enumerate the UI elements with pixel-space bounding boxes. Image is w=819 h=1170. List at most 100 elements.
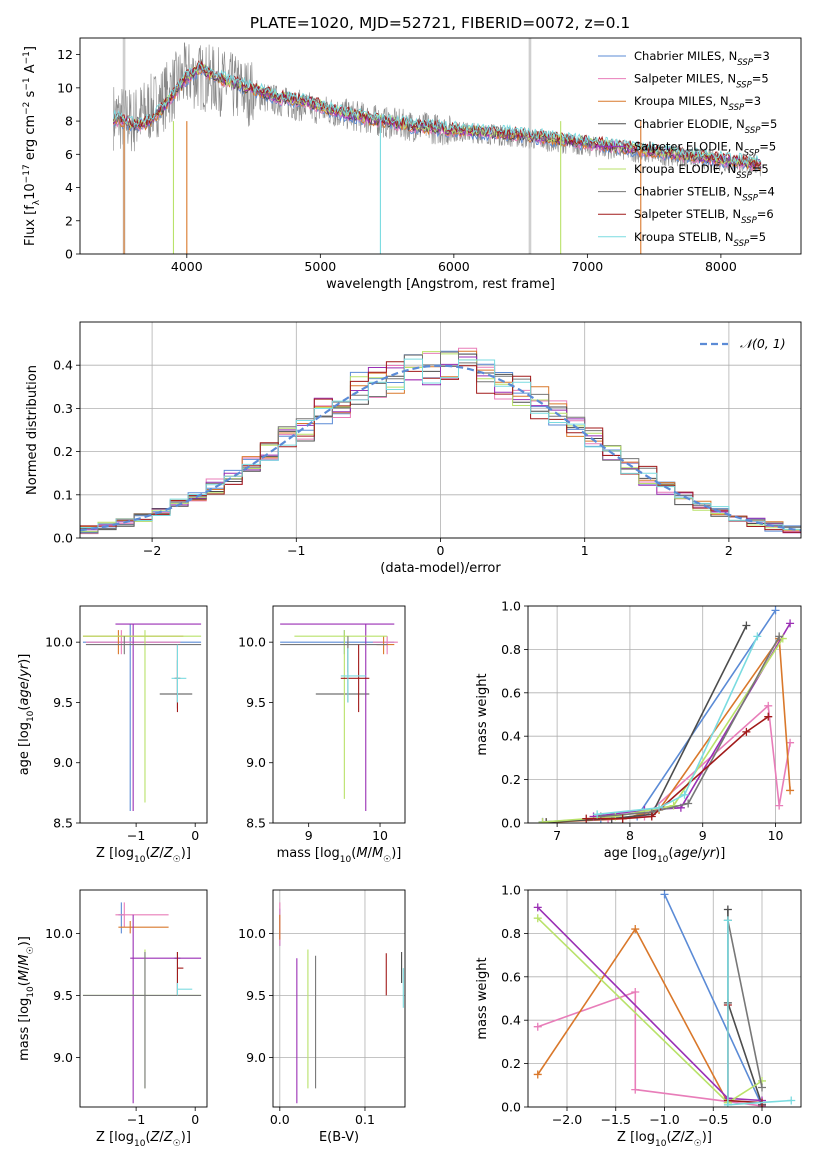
label-part: yr (17, 662, 32, 678)
x-axis-label: age [log10(age/yr)] (604, 846, 726, 865)
legend-entry: Salpeter STELIB, NSSP=6 (634, 207, 774, 226)
legend-text: Chabrier ELODIE, N (634, 117, 745, 131)
y-tick-label: 0.4 (501, 1013, 521, 1028)
label-part: mass weight (475, 673, 490, 755)
legend-eq: =5 (760, 117, 777, 131)
label-part: ☉ (26, 946, 36, 954)
legend-sub: SSP (741, 216, 757, 226)
legend-sub: SSP (734, 239, 750, 249)
massweight-vs-metallicity-chart: −2.0 −1.5 −1.0 −0.5 0.0 0.0 0.2 0.4 0.6 0.8 1.0 Z [… (475, 883, 802, 1149)
label-part: M (372, 846, 383, 861)
y-tick-label: 9.5 (53, 695, 73, 710)
label-part: / (159, 846, 164, 861)
histogram-step-9 (80, 358, 801, 530)
x-tick-label: 0 (191, 828, 199, 843)
label-part: / (17, 965, 32, 970)
series-marker (618, 814, 627, 823)
y-tick-label: 8.5 (53, 816, 73, 831)
x-tick-label: −2.0 (552, 1112, 582, 1127)
label-part: ☉ (694, 1139, 702, 1149)
label-part: ☉ (383, 855, 391, 865)
plot-area (538, 606, 795, 823)
y-tick-label: 0.8 (501, 642, 521, 657)
label-part: Z [log (96, 1130, 134, 1145)
label-part: Z (163, 846, 174, 861)
x-tick-label: 9 (699, 828, 707, 843)
legend-eq: =3 (744, 94, 761, 108)
y-tick-label: 0.2 (501, 772, 521, 787)
plot-area (80, 347, 801, 535)
y-tick-label: 0.0 (53, 531, 73, 546)
label-part: / (680, 1130, 685, 1145)
label-part: (data-model)/error (380, 561, 501, 576)
y-axis-label: Flux [fλ10−17 erg cm−2 s−1 A−1] (22, 46, 42, 246)
series-marker (723, 916, 732, 925)
label-part: mass [log (277, 846, 340, 861)
legend-sub: SSP (742, 194, 758, 204)
model-flux-line-9 (112, 61, 762, 165)
y-tick-label: 12 (57, 47, 73, 62)
label-part: ☉ (173, 855, 181, 865)
y-tick-label: 10.0 (238, 926, 266, 941)
label-part: age (17, 681, 32, 705)
y-tick-label: 9.5 (246, 988, 266, 1003)
legend-text: Kroupa MILES, N (634, 94, 729, 108)
series-marker (758, 1083, 766, 1092)
label-part: 10 (340, 855, 352, 865)
normal-curve (80, 364, 801, 532)
series-marker (593, 810, 602, 819)
label-part: Z [log (96, 846, 134, 861)
model-flux-line-6 (113, 62, 762, 168)
series-marker (771, 606, 780, 615)
y-tick-label: 9.0 (53, 755, 73, 770)
figure-title: PLATE=1020, MJD=52721, FIBERID=0072, z=0… (250, 14, 631, 32)
legend-text: Chabrier STELIB, N (634, 185, 742, 199)
legend-sub: SSP (736, 81, 752, 91)
label-part: / (159, 1130, 164, 1145)
label-part: )] (17, 936, 32, 946)
age-vs-metallicity-chart: −1 08.59.09.510.0Z [log10(Z/Z☉)]age [log1… (17, 605, 208, 865)
label-part: )] (17, 654, 32, 664)
legend-text: Chabrier MILES, N (634, 49, 737, 63)
x-tick-label: 0.0 (752, 1112, 772, 1127)
y-tick-label: 0.4 (501, 729, 521, 744)
y-tick-label: 10.0 (45, 635, 73, 650)
series-marker (538, 818, 547, 823)
y-tick-label: 9.0 (53, 1050, 73, 1065)
label-part: wavelength [Angstrom, rest frame] (326, 277, 555, 292)
plot-area (82, 623, 202, 811)
y-tick-label: 4 (65, 180, 73, 195)
legend-eq: =5 (749, 230, 766, 244)
series-line-9 (597, 636, 759, 816)
label-part: age [log (17, 722, 32, 775)
axes-frame (272, 605, 406, 824)
series-marker (533, 903, 542, 912)
legend-entry: Kroupa STELIB, NSSP=5 (634, 230, 766, 249)
label-part: erg cm (23, 115, 38, 164)
x-axis-label: E(B-V) (319, 1130, 359, 1145)
x-axis-label: mass [log10(M/M☉)] (277, 846, 402, 865)
legend-entry: 𝒩(0, 1) (740, 336, 786, 351)
series-marker (680, 790, 689, 799)
label-part: M (356, 846, 367, 861)
plot-area (112, 38, 762, 254)
mass-vs-metallicity-chart: −1 09.09.510.0Z [log10(Z/Z☉)]mass [log10(… (17, 889, 208, 1149)
y-tick-label: 9.5 (246, 695, 266, 710)
model-flux-line-4 (112, 64, 762, 170)
series-marker (631, 925, 640, 934)
legend-entry: Salpeter ELODIE, NSSP=5 (634, 139, 776, 158)
label-part: ( (351, 846, 356, 861)
label-part: Z (163, 1130, 174, 1145)
label-part: )] (702, 1130, 712, 1145)
label-part: Z (150, 1130, 161, 1145)
label-part: 10 (134, 1139, 146, 1149)
label-part: Flux [f (23, 205, 38, 246)
x-tick-label: 5000 (304, 259, 336, 274)
y-tick-label: 0.0 (501, 1100, 521, 1115)
label-part: 10 (23, 183, 38, 200)
series-marker (764, 712, 773, 721)
y-tick-label: 0.3 (53, 401, 73, 416)
legend-entry: Chabrier ELODIE, NSSP=5 (634, 117, 777, 136)
label-part: age [log (604, 846, 657, 861)
